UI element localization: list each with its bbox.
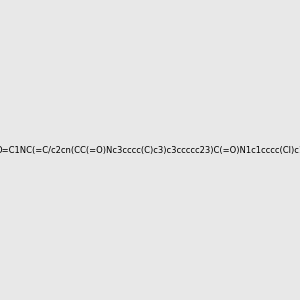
- Text: O=C1NC(=C/c2cn(CC(=O)Nc3cccc(C)c3)c3ccccc23)C(=O)N1c1cccc(Cl)c1: O=C1NC(=C/c2cn(CC(=O)Nc3cccc(C)c3)c3cccc…: [0, 146, 300, 154]
